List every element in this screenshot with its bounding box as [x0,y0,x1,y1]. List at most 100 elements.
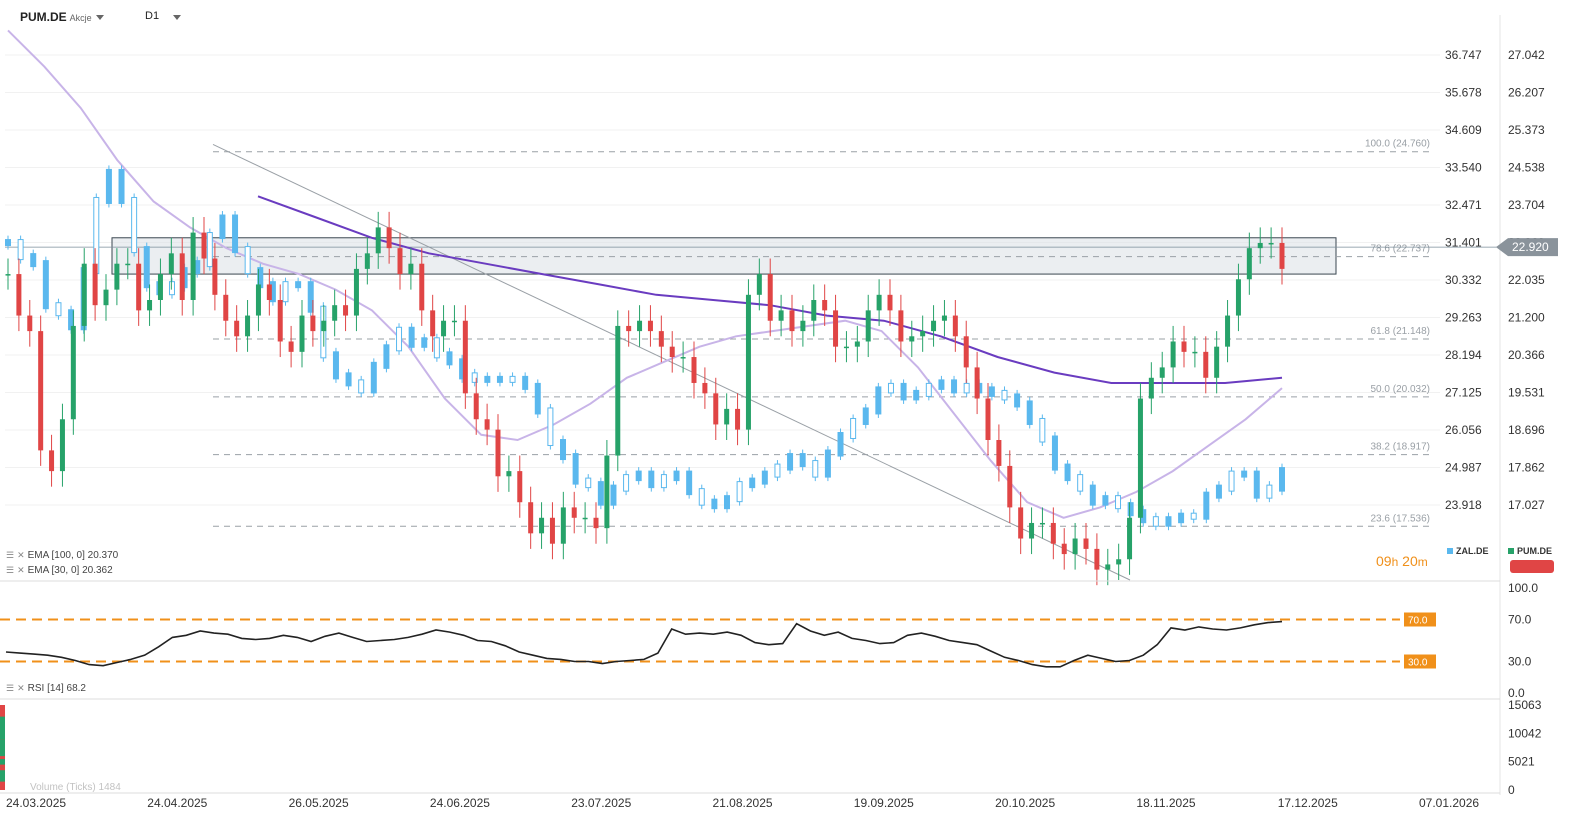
timeframe-selector[interactable]: D1 [145,10,160,22]
zal-candle [30,253,37,268]
ema30-line [7,29,1283,519]
pum-candle [560,507,566,544]
pum-candle [288,341,294,352]
pum-candle [343,305,349,316]
left-price-tick: 27.125 [1445,386,1482,400]
pum-candle [843,346,849,349]
pum-candle [724,408,730,425]
right-price-tick: 23.704 [1508,198,1545,212]
legend-zal[interactable]: ZAL.DE [1447,546,1489,556]
zal-candle [648,470,655,489]
close-icon[interactable]: ✕ [17,565,25,575]
zal-candle [93,196,100,275]
pum-candle [255,284,261,316]
zal-candle [345,372,352,387]
resistance-zone-rect [111,237,1337,275]
zal-candle [232,214,239,254]
zal-candle [446,351,453,366]
rsi-tick: 30.0 [1508,655,1532,669]
left-price-tick: 28.194 [1445,348,1482,362]
sell-badge[interactable] [1510,560,1554,573]
fibonacci-retracement[interactable]: 100.0 (24.760) 78.6 (22.737) 61.8 (21.148)… [213,139,1432,527]
symbol-selector[interactable]: PUM.DE Akcje [20,10,92,24]
pum-candle [767,274,773,321]
symbol-dropdown-icon[interactable] [96,15,104,20]
pum-candle [941,315,947,321]
pum-candle [920,331,926,337]
settings-icon[interactable]: ☰ [6,565,15,575]
volume-tick: 0 [1508,783,1515,797]
candle-countdown: 09h 20m [1376,553,1428,569]
zal-candle [824,449,831,478]
zal-candle [988,386,995,397]
volume-bar [0,781,5,790]
downtrend-line[interactable] [5,143,1500,581]
zal-candle [1279,467,1285,492]
left-price-tick: 30.332 [1445,273,1482,287]
ema30-indicator[interactable]: ☰ ✕ EMA [30, 0] 20.362 [6,565,113,576]
zal-candle [1064,463,1071,482]
zal-candle [862,407,869,425]
zal-candle [244,246,251,275]
pum-candle [549,517,555,544]
settings-icon[interactable]: ☰ [6,683,15,693]
pum-candle [157,274,163,300]
zal-candle [913,389,920,401]
pum-candle [822,300,828,311]
pum-candle [484,419,490,430]
right-price-tick: 20.366 [1508,348,1545,362]
pum-candle [473,393,479,420]
price-tag-value: 22.920 [1512,240,1549,254]
zal-candle [875,386,882,415]
date-tick: 17.12.2025 [1278,796,1338,810]
pum-candle [223,294,229,321]
fib-label-100.0: 100.0 (24.760) [1365,139,1430,150]
rsi-tick: 100.0 [1508,581,1538,595]
left-price-tick: 31.401 [1445,236,1482,250]
pum-candle [38,331,44,451]
zal-candle [1026,400,1033,425]
pum-candle [1127,517,1133,560]
zal-candle [1051,435,1058,471]
zal-candle [370,361,377,394]
left-price-tick: 36.747 [1445,48,1482,62]
ema100-indicator[interactable]: ☰ ✕ EMA [100, 0] 20.370 [6,550,118,561]
pum-candle [353,268,359,316]
pum-candle [691,357,697,383]
pum-candle [310,315,316,332]
pum-candle [582,517,588,520]
pum-candle [833,310,839,347]
ema30-label: EMA [30, 0] 20.362 [27,565,113,576]
zal-candle [219,214,226,240]
timeframe-dropdown-icon[interactable] [173,15,181,20]
pum-candle [854,341,860,347]
volume-label: Volume (Ticks) 1484 [30,782,121,793]
rsi-indicator[interactable]: ☰ ✕ RSI [14] 68.2 [6,683,86,694]
resistance-zone [111,237,1337,275]
zal-candle [509,375,516,383]
pum-candle [1246,248,1252,280]
right-price-tick: 27.042 [1508,48,1545,62]
pum-candle [658,331,664,347]
right-price-tick: 17.862 [1508,461,1545,475]
close-icon[interactable]: ✕ [17,550,25,560]
zal-candle [850,417,857,440]
pum-candle [266,284,272,300]
pum-candle [626,325,632,332]
pum-candle [974,367,980,399]
zal-candle [787,453,794,471]
left-price-tick: 32.471 [1445,198,1482,212]
timer-h-unit: h [1391,555,1399,569]
legend-pum[interactable]: PUM.DE [1508,546,1552,556]
close-icon[interactable]: ✕ [17,683,25,693]
zal-candle [736,481,743,503]
pum-candle [1268,242,1274,245]
pum-candle [931,320,937,332]
settings-icon[interactable]: ☰ [6,550,15,560]
volume-tick: 10042 [1508,726,1542,740]
date-tick: 24.06.2025 [430,796,490,810]
zal-candle [1014,393,1021,408]
pum-candle [571,507,577,518]
pum-candle [299,315,305,352]
